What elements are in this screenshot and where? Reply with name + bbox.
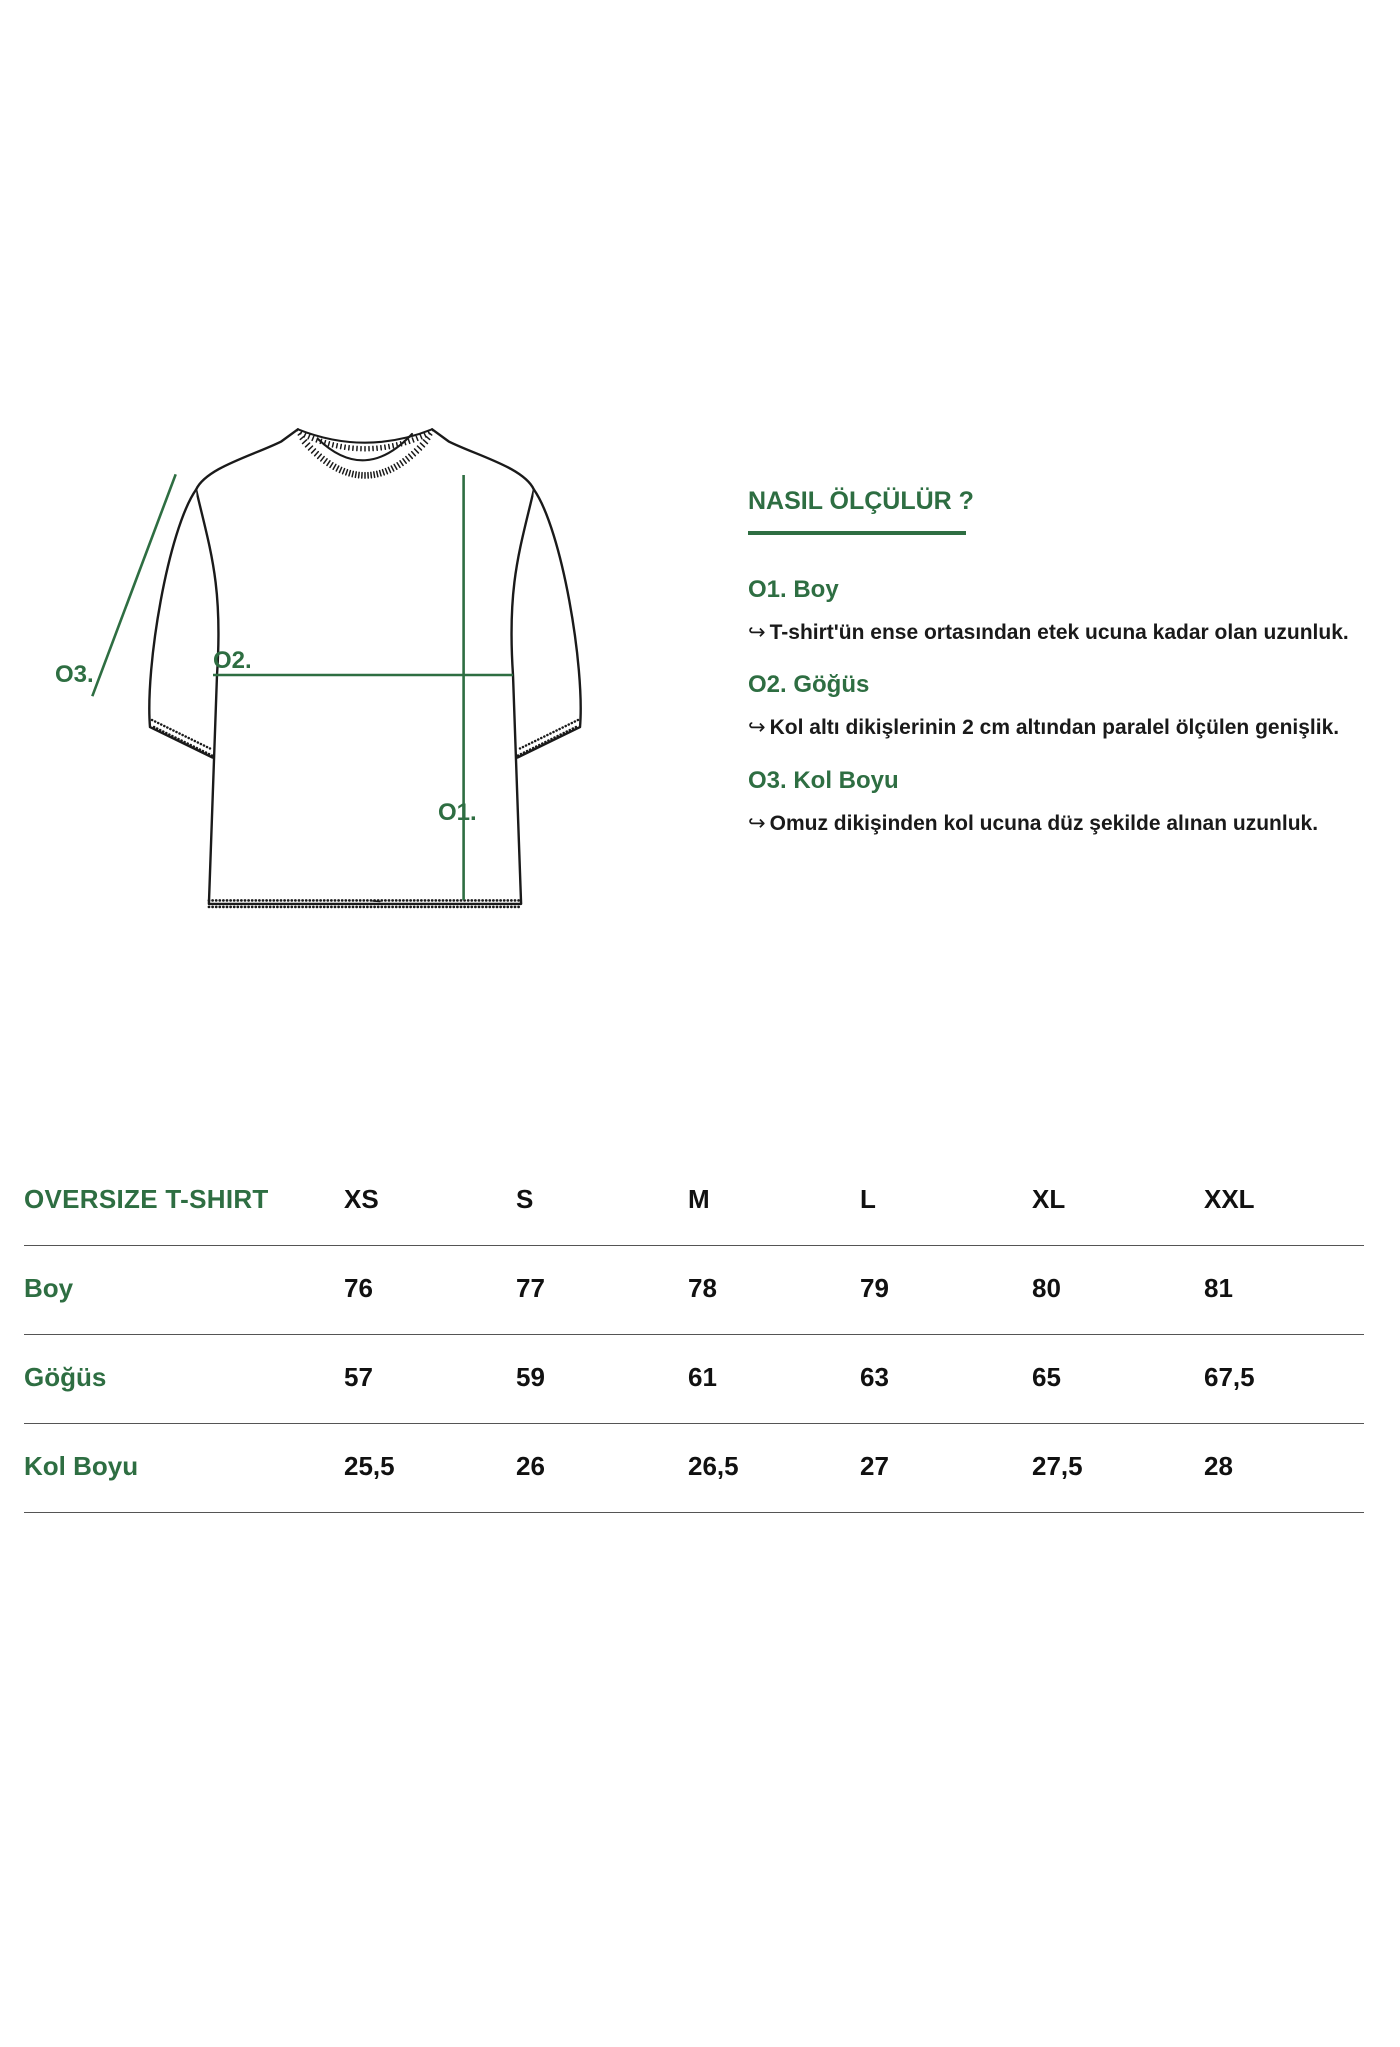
svg-text:O1.: O1. [438, 799, 477, 826]
svg-text:O2.: O2. [213, 647, 252, 674]
svg-text:O3.: O3. [55, 661, 94, 688]
